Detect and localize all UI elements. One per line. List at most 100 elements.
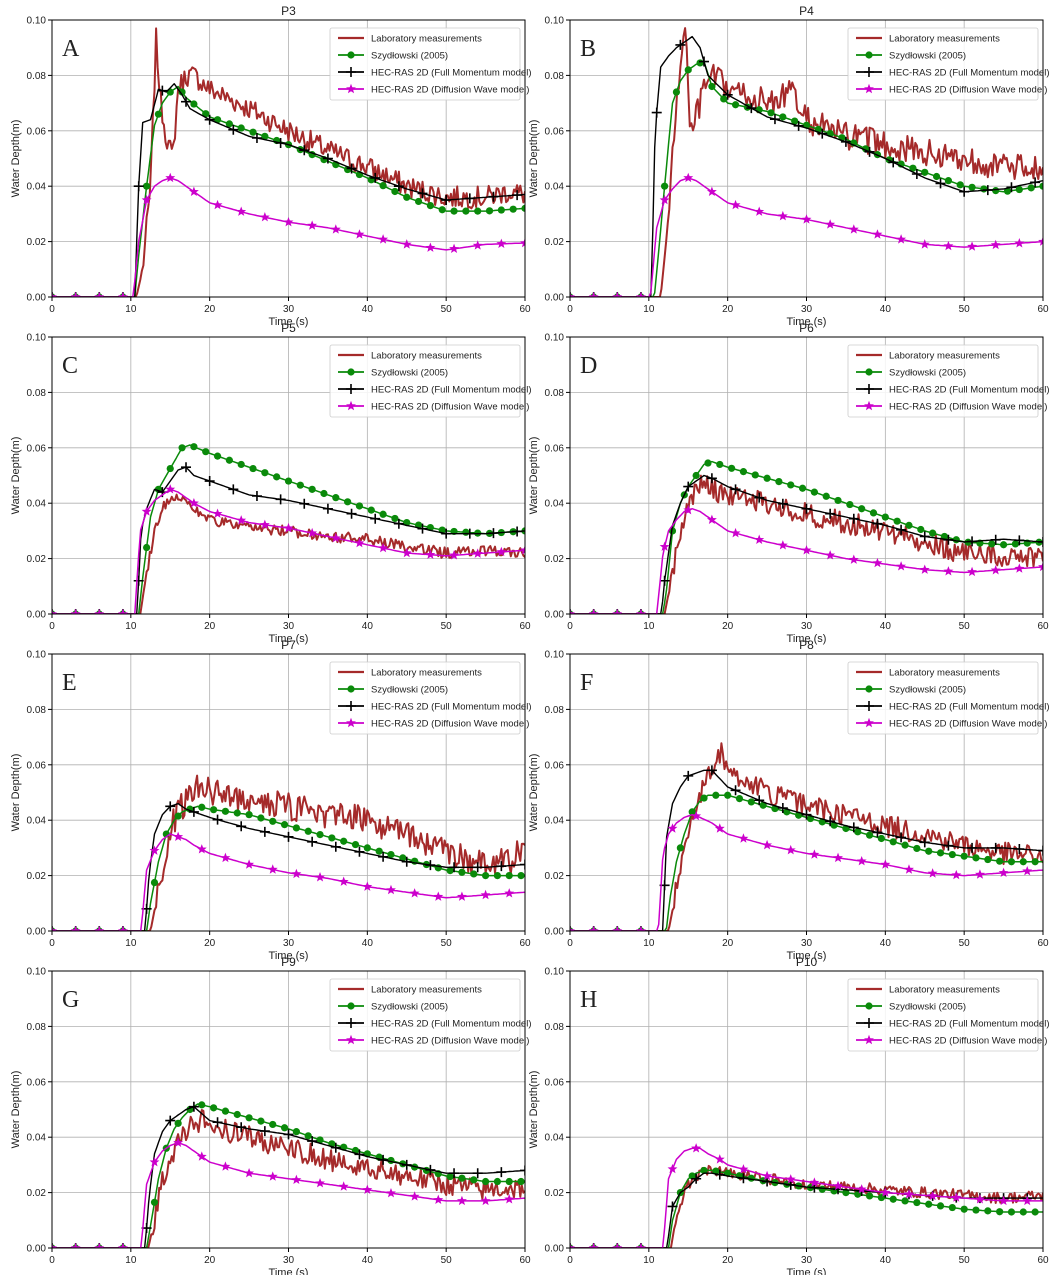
x-axis-label: Time (s)	[787, 316, 827, 328]
data-point	[259, 519, 270, 530]
data-point	[188, 498, 199, 508]
data-point	[651, 107, 662, 118]
data-point	[237, 124, 245, 132]
data-point	[188, 1101, 199, 1112]
data-point	[636, 1242, 646, 1248]
data-point	[150, 1198, 159, 1206]
data-point	[856, 856, 867, 866]
data-point	[801, 214, 812, 224]
data-point	[747, 798, 755, 806]
series-lab	[570, 27, 1043, 297]
series-line-lab	[570, 1164, 1043, 1248]
data-point	[825, 550, 836, 560]
data-point	[363, 844, 371, 852]
data-point	[425, 549, 436, 559]
data-point	[833, 852, 843, 863]
data-point	[787, 481, 795, 489]
data-point	[259, 212, 270, 222]
y-axis-label: Water Depth(m)	[10, 754, 22, 832]
legend-label: HEC-RAS 2D (Full Momentum model)	[371, 702, 531, 713]
x-tick-label: 0	[49, 1255, 55, 1266]
x-tick-label: 20	[204, 938, 216, 949]
series-diff	[52, 831, 525, 931]
data-point	[391, 187, 399, 196]
chart-title: P4	[799, 4, 814, 18]
data-point	[202, 110, 210, 118]
y-tick-label: 0.06	[27, 760, 47, 771]
data-point	[825, 219, 836, 229]
y-tick-label: 0.02	[545, 237, 565, 248]
data-point	[322, 503, 333, 514]
data-point	[220, 852, 231, 863]
data-point	[378, 542, 389, 553]
data-point	[801, 809, 812, 820]
data-point	[834, 496, 842, 505]
x-tick-label: 30	[283, 621, 295, 632]
data-point	[825, 816, 836, 827]
legend-label: HEC-RAS 2D (Full Momentum model)	[889, 1019, 1049, 1030]
data-point	[141, 194, 152, 205]
x-tick-label: 40	[362, 1255, 374, 1266]
x-tick-label: 10	[643, 1255, 655, 1266]
x-tick-label: 60	[1037, 938, 1049, 949]
chart-panel-c: 0 10 20 30 40 50 60 0.00 0.02 0.04 0.06 0.08 0.10 P5 T…	[10, 321, 531, 645]
data-point	[316, 831, 324, 839]
legend-marker	[864, 67, 874, 77]
data-point	[967, 241, 977, 251]
data-point	[1006, 182, 1017, 193]
x-tick-label: 50	[959, 621, 971, 632]
data-point	[338, 876, 349, 886]
y-tick-label: 0.04	[545, 1133, 565, 1144]
plot-area	[570, 27, 1043, 297]
data-point	[951, 1192, 962, 1202]
data-point	[848, 224, 859, 234]
x-tick-label: 60	[519, 938, 531, 949]
data-point	[330, 532, 341, 543]
data-point	[779, 113, 787, 121]
series-lab	[570, 474, 1043, 614]
legend-label: Laboratory measurements	[371, 351, 482, 362]
y-tick-label: 0.04	[545, 182, 565, 193]
data-point	[932, 172, 941, 181]
data-point	[462, 528, 470, 536]
data-point	[754, 206, 765, 216]
y-tick-label: 0.04	[27, 182, 47, 193]
data-point	[659, 541, 670, 551]
data-point	[291, 868, 302, 879]
chart-title: P6	[799, 321, 814, 335]
x-tick-label: 60	[519, 304, 531, 315]
data-point	[943, 840, 954, 851]
x-tick-label: 40	[880, 938, 892, 949]
legend: Laboratory measurements Szydłowski (2005)…	[329, 978, 531, 1052]
data-point	[283, 522, 294, 533]
data-point	[166, 464, 174, 473]
series-szyd	[570, 791, 1043, 931]
y-tick-label: 0.00	[545, 1244, 565, 1255]
chart-panel-b: 0 10 20 30 40 50 60 0.00 0.02 0.04 0.06 0.08 0.10 P4 T…	[528, 4, 1049, 328]
data-point	[798, 484, 807, 492]
data-point	[307, 1136, 318, 1147]
x-tick-label: 50	[441, 304, 453, 315]
data-point	[667, 1201, 678, 1212]
data-point	[141, 506, 152, 516]
data-point	[570, 291, 575, 297]
data-point	[911, 169, 922, 180]
data-point	[810, 488, 818, 496]
y-tick-label: 0.10	[27, 333, 47, 344]
series-diff	[52, 1137, 525, 1248]
y-tick-label: 0.10	[27, 650, 47, 661]
data-point	[174, 812, 182, 820]
data-point	[754, 534, 765, 544]
data-point	[1015, 185, 1023, 194]
data-point	[438, 206, 446, 214]
legend: Laboratory measurements Szydłowski (2005)…	[329, 661, 531, 735]
data-point	[889, 838, 897, 846]
data-point	[174, 1119, 182, 1127]
data-point	[612, 291, 623, 297]
data-point	[848, 554, 859, 564]
data-point	[456, 1195, 467, 1206]
data-point	[225, 120, 233, 128]
data-point	[315, 1177, 325, 1188]
data-point	[212, 508, 223, 518]
panel-letter: F	[580, 670, 593, 696]
